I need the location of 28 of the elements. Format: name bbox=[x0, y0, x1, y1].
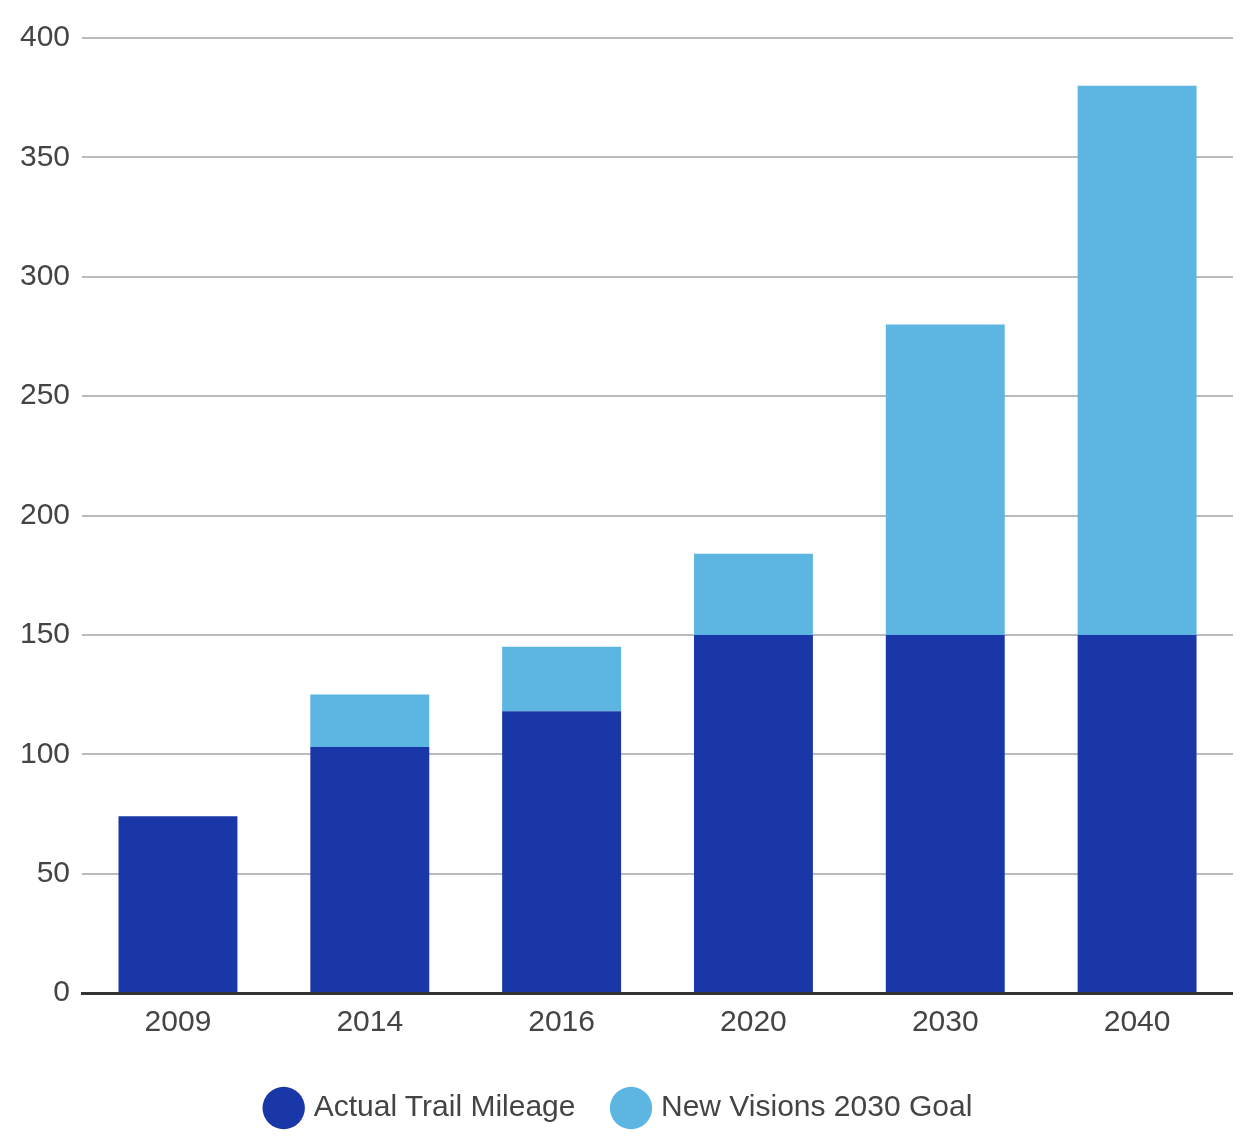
bar bbox=[693, 634, 813, 992]
bar bbox=[1077, 634, 1197, 992]
y-tick-label: 0 bbox=[53, 974, 71, 1008]
x-tick-label: 2020 bbox=[720, 1004, 787, 1038]
y-tick-label: 250 bbox=[19, 377, 71, 411]
y-tick-label: 400 bbox=[19, 19, 71, 53]
y-tick-label: 300 bbox=[19, 258, 71, 292]
bar bbox=[1077, 85, 1197, 635]
y-tick-label: 350 bbox=[19, 138, 71, 172]
x-tick-label: 2014 bbox=[336, 1004, 404, 1038]
legend-label: Actual Trail Mileage bbox=[313, 1089, 576, 1123]
y-tick-label: 50 bbox=[36, 854, 71, 888]
bar bbox=[310, 694, 430, 748]
x-tick-label: 2040 bbox=[1103, 1004, 1171, 1038]
bar bbox=[693, 553, 813, 635]
y-tick-label: 150 bbox=[19, 616, 71, 650]
y-tick-label: 200 bbox=[19, 496, 71, 530]
bar bbox=[502, 646, 622, 712]
x-tick-label: 2030 bbox=[911, 1004, 979, 1038]
legend-label: New Visions 2030 Goal bbox=[661, 1089, 973, 1123]
bar bbox=[502, 711, 622, 992]
bar bbox=[118, 816, 238, 992]
bar bbox=[310, 747, 430, 992]
x-tick-label: 2016 bbox=[528, 1004, 595, 1038]
bar bbox=[885, 634, 1005, 992]
bar bbox=[885, 324, 1005, 635]
y-tick-label: 100 bbox=[19, 735, 71, 769]
x-tick-label: 2009 bbox=[144, 1004, 212, 1038]
